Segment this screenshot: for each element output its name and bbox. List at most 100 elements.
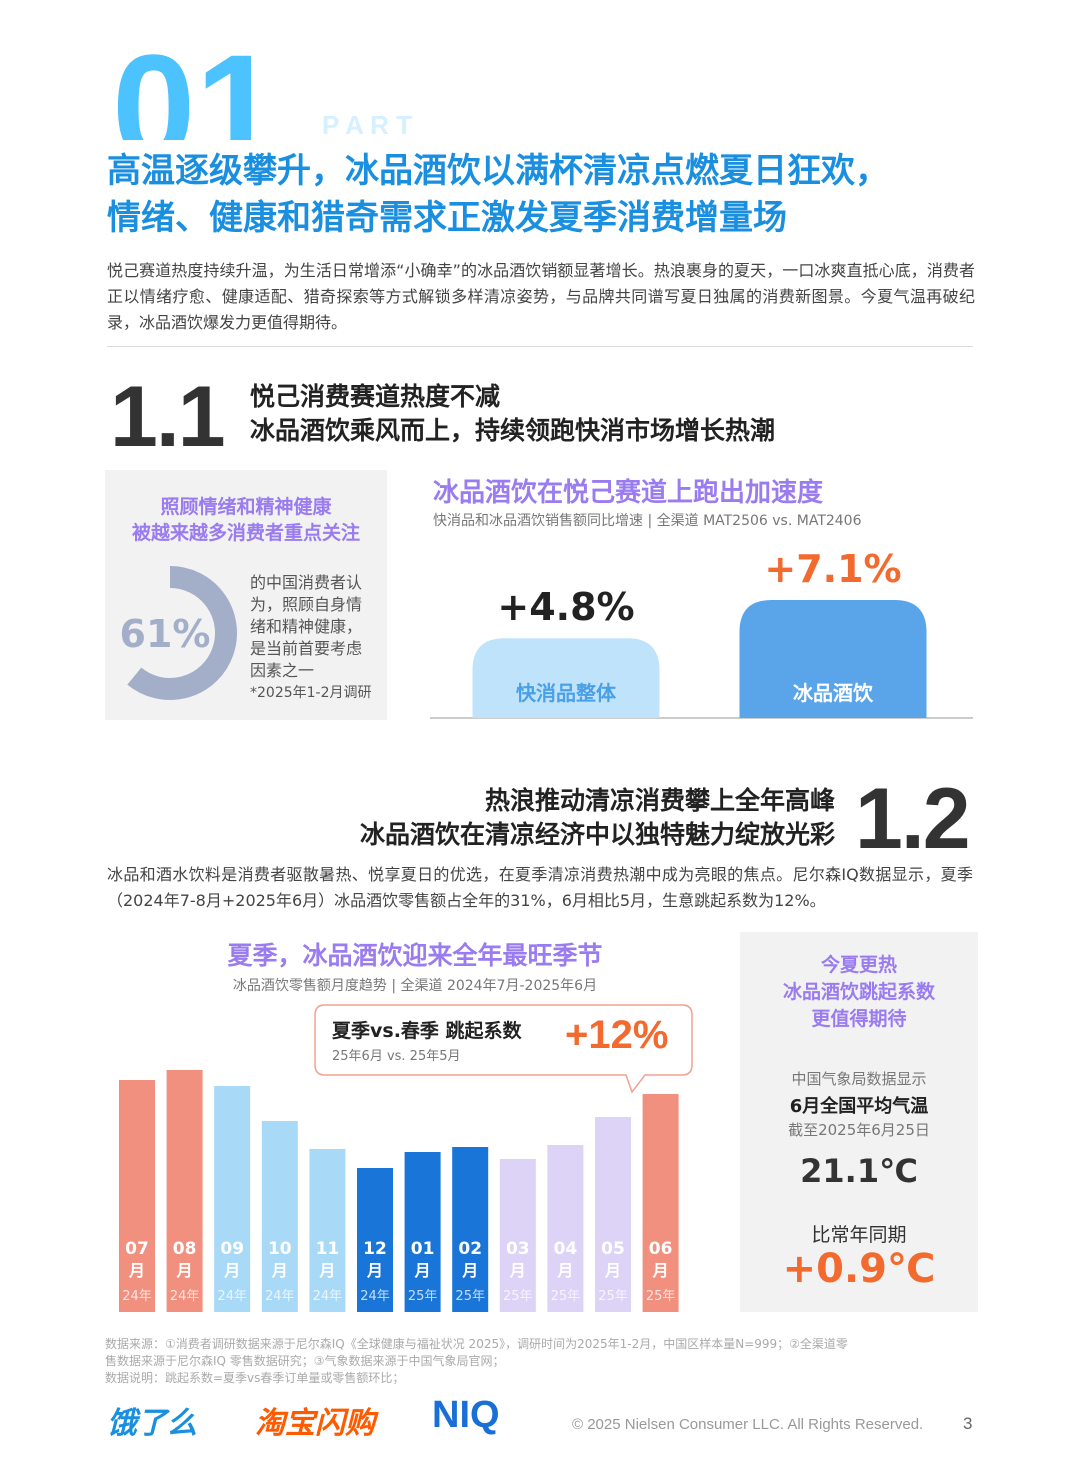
month-unit: 月 bbox=[271, 1261, 288, 1280]
section-title: 冰品酒饮乘风而上，持续领跑快消市场增长热潮 bbox=[250, 416, 776, 445]
copyright: © 2025 Nielsen Consumer LLC. All Rights … bbox=[572, 1416, 924, 1433]
month-label: 08 bbox=[173, 1239, 197, 1259]
intro: 悦己赛道热度持续升温，为生活日常增添“小确幸”的冰品酒饮销额显著增长。热浪裹身的… bbox=[107, 261, 975, 332]
side-card-title: 今夏更热 冰品酒饮跳起系数 更值得期待 bbox=[740, 952, 978, 1033]
side-title-line: 更值得期待 bbox=[811, 1008, 907, 1030]
section-number: 1.2 bbox=[855, 771, 971, 867]
callout-value: +12% bbox=[565, 1013, 669, 1057]
bar bbox=[119, 1080, 155, 1312]
divider bbox=[107, 346, 973, 347]
side-date: 截至2025年6月25日 bbox=[788, 1121, 930, 1139]
bar bbox=[166, 1070, 203, 1312]
year-label: 24年 bbox=[170, 1289, 200, 1304]
bar bbox=[214, 1086, 251, 1312]
side-title-line: 冰品酒饮跳起系数 bbox=[782, 981, 935, 1003]
month-label: 04 bbox=[554, 1239, 578, 1259]
bar bbox=[404, 1152, 441, 1312]
bar bbox=[499, 1159, 536, 1312]
side-temperature: 21.1℃ bbox=[800, 1152, 918, 1190]
callout-title: 夏季vs.春季 跳起系数 bbox=[332, 1020, 522, 1042]
bar bbox=[739, 600, 927, 718]
donut-chart: 61% bbox=[120, 566, 237, 700]
month-unit: 月 bbox=[461, 1261, 478, 1280]
year-label: 24年 bbox=[122, 1289, 152, 1304]
card-text: 的中国消费者认 为，照顾自身情 绪和精神健康， 是当前首要考虑 因素之一 *20… bbox=[250, 572, 372, 704]
month-label: 05 bbox=[601, 1239, 625, 1259]
callout-box bbox=[314, 1004, 693, 1094]
bar bbox=[357, 1168, 393, 1312]
card-title: 照顾情绪和精神健康 bbox=[160, 496, 332, 518]
source-line: 售数据来源于尼尔森IQ 零售数据研究；③气象数据来源于中国气象局官网； bbox=[105, 1354, 505, 1368]
month-unit: 月 bbox=[652, 1261, 669, 1280]
month-label: 10 bbox=[268, 1239, 292, 1259]
month-label: 06 bbox=[649, 1239, 673, 1259]
logo-taobao: 淘宝闪购 bbox=[255, 1406, 375, 1441]
card-text-line: 是当前首要考虑 bbox=[250, 639, 363, 658]
chart-subtitle: 快消品和冰品酒饮销售额同比增速 | 全渠道 MAT2506 vs. MAT240… bbox=[433, 513, 862, 529]
year-label: 25年 bbox=[646, 1289, 676, 1304]
month-label: 07 bbox=[125, 1239, 149, 1259]
year-label: 25年 bbox=[408, 1289, 438, 1304]
month-label: 12 bbox=[363, 1239, 387, 1259]
sources: 数据来源：①消费者调研数据来源于尼尔森IQ《全球健康与福祉状况 2025》，调研… bbox=[105, 1336, 975, 1387]
bar bbox=[452, 1147, 489, 1312]
donut-label: 61% bbox=[120, 612, 211, 656]
callout-frame bbox=[314, 1004, 693, 1094]
source-line: 数据来源：①消费者调研数据来源于尼尔森IQ《全球健康与福祉状况 2025》，调研… bbox=[105, 1337, 848, 1351]
month-unit: 月 bbox=[366, 1261, 383, 1280]
card-text-line: 的中国消费者认 bbox=[250, 573, 363, 592]
chart-title: 冰品酒饮在悦己赛道上跑出加速度 bbox=[433, 478, 824, 508]
section-body: 冰品和酒水饮料是消费者驱散暑热、悦享夏日的优选，在夏季清凉消费热潮中成为亮眼的焦… bbox=[107, 865, 973, 910]
card-text-line: 绪和精神健康， bbox=[250, 617, 363, 636]
year-label: 25年 bbox=[455, 1289, 485, 1304]
card-text-line: 因素之一 bbox=[250, 661, 315, 680]
value-label: +4.8% bbox=[497, 585, 634, 629]
section-title: 冰品酒饮在清凉经济中以独特魅力绽放光彩 bbox=[359, 820, 835, 849]
year-label: 24年 bbox=[313, 1289, 343, 1304]
side-compare: 比常年同期 bbox=[811, 1224, 907, 1246]
side-card bbox=[740, 932, 978, 1312]
title-line: 高温逐级攀升，冰品酒饮以满杯清凉点燃夏日狂欢， bbox=[107, 151, 889, 191]
year-label: 25年 bbox=[598, 1289, 628, 1304]
year-label: 24年 bbox=[265, 1289, 295, 1304]
section-title: 热浪推动清凉消费攀上全年高峰 bbox=[484, 786, 835, 815]
month-label: 02 bbox=[458, 1239, 482, 1259]
section-title: 悦己消费赛道热度不减 bbox=[250, 382, 501, 411]
page-number: 3 bbox=[963, 1414, 973, 1433]
month-unit: 月 bbox=[414, 1261, 431, 1280]
bar bbox=[261, 1121, 298, 1312]
part-number: 01 bbox=[112, 23, 279, 140]
card-title: 被越来越多消费者重点关注 bbox=[131, 522, 360, 544]
year-label: 24年 bbox=[360, 1289, 390, 1304]
card-text-line: 为，照顾自身情 bbox=[250, 595, 363, 614]
category-label: 快消品整体 bbox=[516, 681, 617, 705]
callout-subtitle: 25年6月 vs. 25年5月 bbox=[332, 1049, 461, 1064]
growth-bar-chart: +4.8% 快消品整体 +7.1% 冰品酒饮 bbox=[430, 547, 973, 719]
bar bbox=[309, 1149, 346, 1312]
bar bbox=[642, 1094, 679, 1312]
logo-eleme: 饿了么 bbox=[107, 1406, 197, 1441]
year-label: 25年 bbox=[503, 1289, 533, 1304]
month-unit: 月 bbox=[176, 1261, 193, 1280]
year-label: 24年 bbox=[217, 1289, 247, 1304]
month-label: 09 bbox=[220, 1239, 244, 1259]
side-delta: +0.9℃ bbox=[782, 1246, 936, 1292]
month-unit: 月 bbox=[318, 1261, 335, 1280]
source-line: 数据说明：跳起系数=夏季vs春季订单量或零售额环比； bbox=[105, 1371, 405, 1385]
monthly-bar-chart: 07 月 24年 08 月 24年 09 月 24年 10 月 24年 11 月 24年 12 月 24年 01 月 2… bbox=[119, 1070, 679, 1312]
title-line: 情绪、健康和猎奇需求正激发夏季消费增量场 bbox=[107, 198, 787, 238]
month-unit: 月 bbox=[556, 1261, 573, 1280]
month-unit: 月 bbox=[604, 1261, 621, 1280]
side-title-line: 今夏更热 bbox=[820, 954, 897, 976]
month-label: 03 bbox=[506, 1239, 530, 1259]
logo-niq: NIQ bbox=[432, 1394, 500, 1436]
category-label: 冰品酒饮 bbox=[793, 681, 874, 705]
bar bbox=[472, 638, 660, 718]
donut-arc bbox=[127, 566, 237, 700]
part-label: P A R T bbox=[322, 110, 413, 140]
bar bbox=[595, 1117, 631, 1312]
section-number: 1.1 bbox=[110, 369, 226, 465]
month-label: 01 bbox=[411, 1239, 435, 1259]
month-label: 11 bbox=[316, 1239, 340, 1259]
